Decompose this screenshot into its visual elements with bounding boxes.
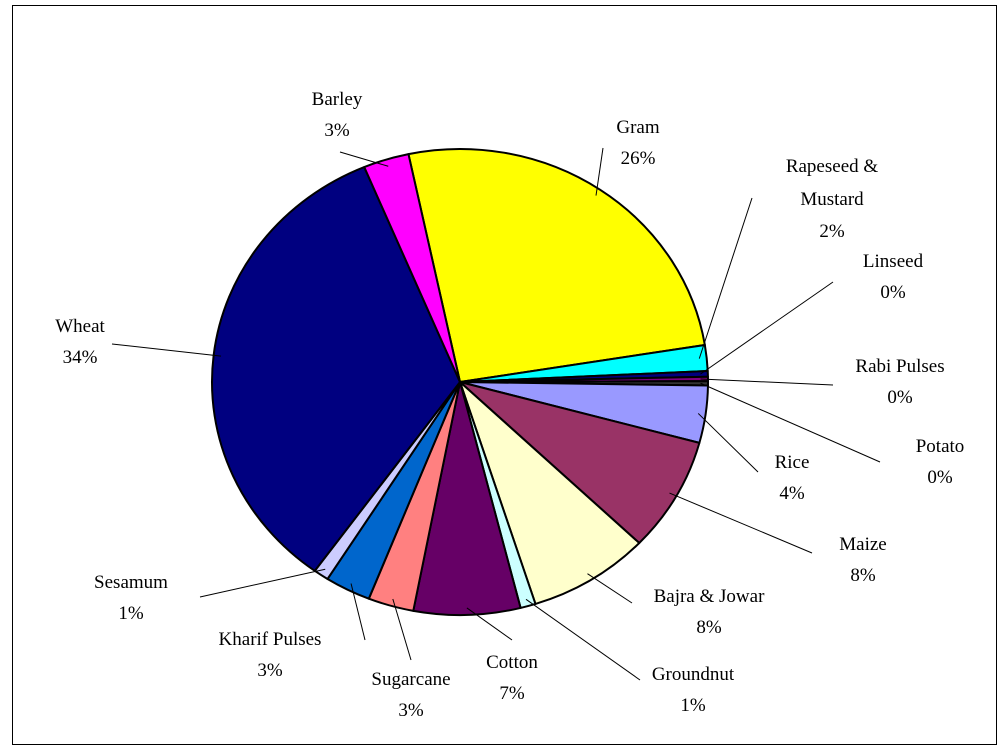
slice-value: 7% (499, 683, 525, 704)
slice-value: 0% (880, 282, 906, 303)
leader-line (525, 598, 641, 681)
slice-name: Bajra & Jowar (653, 586, 765, 607)
slice-name: Wheat (55, 316, 105, 337)
slice-value: 8% (850, 565, 876, 586)
leader-line (700, 378, 834, 386)
data-label: Cotton 7% (486, 647, 538, 709)
slice-name: Linseed (862, 251, 924, 272)
leader-line (698, 197, 753, 359)
data-label: Rice 4% (775, 447, 810, 509)
slice-name: Rapeseed & Mustard (785, 156, 879, 210)
data-label: Potato 0% (916, 431, 965, 493)
slice-value: 34% (62, 347, 98, 368)
pie-slice (407, 148, 706, 383)
leader-line (339, 151, 389, 167)
slice-value: 3% (398, 700, 424, 721)
slice-name: Rice (774, 452, 810, 473)
slice-value: 2% (819, 221, 845, 242)
slice-value: 4% (779, 483, 805, 504)
data-label: Groundnut 1% (652, 659, 734, 721)
data-label: Sugarcane 3% (371, 664, 450, 726)
leader-line (700, 382, 881, 463)
leader-line (669, 492, 813, 554)
slice-name: Kharif Pulses (218, 629, 322, 650)
leader-line (587, 573, 633, 604)
pie-slice (459, 381, 641, 605)
leader-line (111, 343, 222, 357)
slice-value: 1% (118, 603, 144, 624)
slice-value: 0% (927, 467, 953, 488)
slice-value: 1% (680, 695, 706, 716)
slice-name: Groundnut (651, 664, 735, 685)
data-label: Gram 26% (616, 112, 659, 174)
slice-name: Cotton (486, 652, 538, 673)
data-label: Linseed 0% (863, 246, 923, 308)
leader-line (199, 568, 326, 598)
pie-slice (459, 381, 701, 545)
leader-line (350, 583, 366, 641)
leader-line (697, 413, 759, 473)
data-label: Rabi Pulses 0% (855, 351, 944, 413)
data-label: Bajra & Jowar 8% (654, 581, 765, 643)
data-label: Barley 3% (312, 84, 363, 146)
leader-line (392, 598, 412, 661)
pie-slice (363, 153, 461, 383)
slice-name: Sugarcane (371, 669, 451, 690)
slice-name: Barley (311, 89, 363, 110)
data-label: Rapeseed & Mustard 2% (772, 150, 892, 247)
slice-value: 26% (620, 148, 656, 169)
data-label: Sesamum 1% (94, 567, 168, 629)
slice-value: 8% (696, 617, 722, 638)
leader-line (700, 281, 834, 375)
data-label: Wheat 34% (55, 311, 105, 373)
pie-slice (412, 381, 522, 616)
data-label: Kharif Pulses 3% (219, 624, 322, 686)
slice-name: Sesamum (94, 572, 168, 593)
data-label: Maize 8% (839, 529, 886, 591)
slice-value: 0% (887, 387, 913, 408)
slice-name: Gram (616, 117, 660, 138)
leader-line (595, 147, 604, 196)
slice-name: Rabi Pulses (855, 356, 945, 377)
slice-name: Maize (839, 534, 887, 555)
slice-name: Potato (915, 436, 965, 457)
slice-value: 3% (324, 120, 350, 141)
slice-value: 3% (257, 660, 283, 681)
leader-line (466, 607, 513, 641)
